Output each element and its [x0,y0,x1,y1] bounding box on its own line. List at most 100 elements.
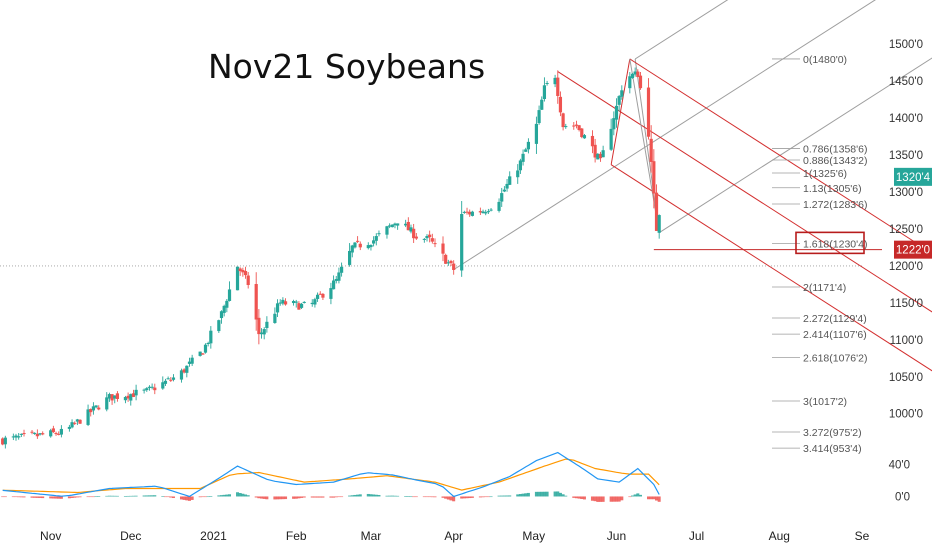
candles-layer [1,67,661,449]
candle-body [171,377,176,380]
candle-body [238,268,242,272]
histogram-bar [612,496,616,502]
candle-body [406,221,410,231]
candle-body [526,141,531,150]
histogram-bar [161,496,165,497]
candle-body [145,388,149,391]
histogram-bar [126,495,130,497]
histogram-bar [225,494,229,497]
candle-body [107,394,112,399]
marked-price-badge [894,240,932,259]
histogram-bar [433,496,437,498]
histogram-bar [236,492,240,497]
fib-level-label: 0.786(1358'6) [803,144,867,156]
histogram-bar [171,496,175,499]
histogram-bar [206,496,210,498]
time-tick-label: Jun [607,529,626,543]
candle-body [235,266,240,291]
candle-body [97,407,101,410]
candle-body [516,170,520,178]
time-tick-label: Apr [444,529,463,543]
candle-body [369,244,373,248]
candle-body [75,419,79,422]
histogram-bar [580,496,584,500]
histogram-bar [89,496,93,498]
histogram-bar [358,494,362,497]
histogram-bar [123,496,127,497]
histogram-bar [97,496,101,497]
histogram-bar [19,496,23,498]
histogram-bar [412,496,416,498]
candle-body [115,393,120,399]
histogram-bar [91,496,95,498]
candle-body [246,275,250,286]
candle-body [217,320,221,332]
histogram-bar [14,496,18,498]
histogram-bar [468,496,472,499]
candle-body [518,160,523,171]
candle-body [609,128,613,150]
price-tick-label: 1150'0 [890,298,923,310]
histogram-bar [33,496,37,498]
candle-body [390,224,394,228]
candle-body [185,365,189,373]
histogram-bar [647,496,651,500]
fib-level-label: 2.414(1107'6) [803,329,867,341]
histogram-bar [153,495,157,497]
histogram-bar [11,496,15,498]
histogram-bar [30,496,34,498]
histogram-bar [409,496,413,498]
histogram-bar [203,496,207,498]
histogram-bar [649,496,653,500]
histogram-bar [54,496,58,499]
histogram-bar [145,495,149,497]
candle-body [179,370,184,380]
histogram-bar [590,496,594,501]
histogram-bar [310,496,314,498]
candle-body [22,433,26,435]
histogram-bar [75,496,79,498]
candle-body [134,389,138,396]
histogram-bar [281,496,285,500]
candle-body [259,332,264,335]
histogram-bar [462,496,466,499]
histogram-bar [78,496,82,498]
candle-body [497,201,501,211]
histogram-bar [59,496,63,499]
histogram-bar [422,496,426,498]
candle-body [337,272,341,281]
candle-body [596,153,600,160]
candle-body [19,433,23,435]
histogram-bar [486,496,490,498]
candle-body [225,300,229,308]
candle-body [299,303,304,308]
histogram-bar [652,496,656,500]
candle-body [593,144,597,158]
candle-body [580,128,584,138]
candle-body [51,428,55,433]
candle-body [534,123,539,144]
histogram-bar [150,495,154,497]
fib-level-label: 3(1017'2) [803,396,847,408]
candle-body [628,76,632,89]
histogram-bar [35,496,39,498]
histogram-bar [374,494,378,497]
histogram-bar [337,496,341,498]
price-tick-label: 1000'0 [889,409,923,421]
time-tick-label: Mar [361,529,382,543]
candle-body [273,313,277,323]
histogram-bar [113,495,117,497]
candle-body [414,236,418,239]
histogram-bar [481,496,485,498]
price-tick-label: 1450'0 [889,76,923,88]
candle-body [620,90,624,97]
histogram-bar [329,496,333,498]
fib-level-label: 3.272(975'2) [803,427,862,439]
histogram-bar [340,496,344,498]
histogram-bar [609,496,613,502]
candle-body [649,138,653,162]
candle-body [444,254,448,264]
histogram-bar [465,496,469,499]
candle-body [169,379,173,381]
